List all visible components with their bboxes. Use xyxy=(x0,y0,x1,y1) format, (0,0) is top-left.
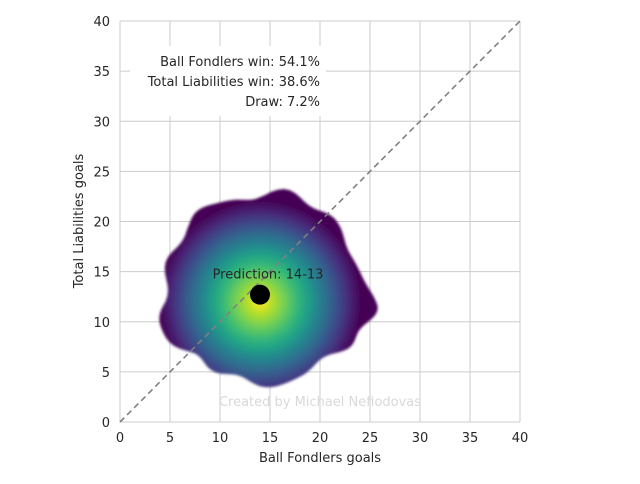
y-tick-label: 35 xyxy=(93,65,110,80)
y-tick-label: 5 xyxy=(102,366,110,381)
tick-layer: 0 5 10 15 20 25 30 35 40 0 5 10 15 20 25 30 35 40 xyxy=(93,15,528,446)
home-win-probability: Ball Fondlers win: 54.1% xyxy=(160,55,320,70)
draw-probability: Draw: 7.2% xyxy=(245,95,320,110)
y-tick-label: 0 xyxy=(102,416,110,431)
watermark: Created by Michael Nefiodovas xyxy=(219,395,421,410)
y-tick-label: 30 xyxy=(93,115,110,130)
x-tick-label: 10 xyxy=(212,431,229,446)
x-axis-label: Ball Fondlers goals xyxy=(259,451,381,466)
y-axis-label: Total Liabilities goals xyxy=(72,153,87,289)
y-tick-label: 15 xyxy=(93,266,110,281)
prediction-point xyxy=(250,284,270,305)
diagonal-reference-line xyxy=(119,20,521,423)
x-tick-label: 0 xyxy=(116,431,124,446)
win-probability-box: Ball Fondlers win: 54.1% Total Liabiliti… xyxy=(130,46,326,116)
y-tick-label: 10 xyxy=(93,316,110,331)
y-tick-label: 40 xyxy=(93,15,110,30)
away-win-probability: Total Liabilities win: 38.6% xyxy=(147,75,320,90)
win-probability-background xyxy=(130,46,326,116)
y-tick-label: 25 xyxy=(93,165,110,180)
x-tick-label: 5 xyxy=(166,431,174,446)
x-tick-label: 15 xyxy=(262,431,279,446)
density-region xyxy=(159,189,378,388)
prediction-label: Prediction: 14-13 xyxy=(213,268,324,283)
x-tick-label: 35 xyxy=(462,431,479,446)
x-tick-label: 25 xyxy=(362,431,379,446)
x-tick-label: 40 xyxy=(512,431,529,446)
x-tick-label: 20 xyxy=(312,431,329,446)
x-tick-label: 30 xyxy=(412,431,429,446)
y-tick-label: 20 xyxy=(93,216,110,231)
